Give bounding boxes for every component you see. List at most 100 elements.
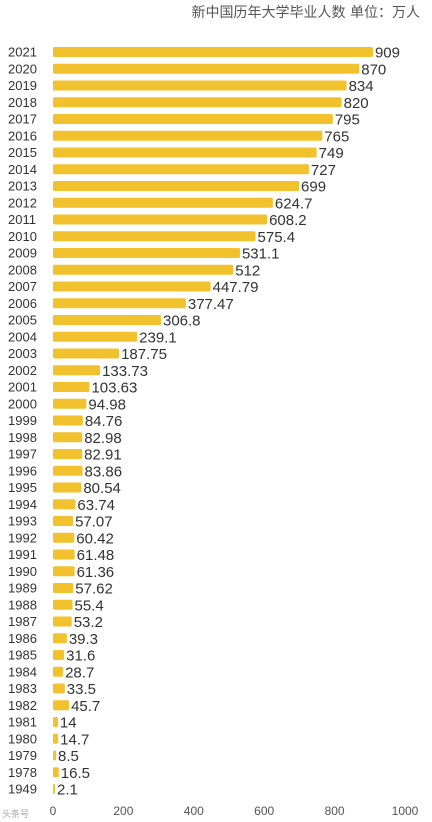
year-label: 2000: [8, 396, 37, 411]
year-label: 2017: [8, 112, 37, 127]
year-label: 1992: [8, 530, 37, 545]
value-label: 575.4: [258, 229, 296, 246]
year-label: 1999: [8, 413, 37, 428]
bar: [53, 47, 373, 57]
value-label: 63.74: [77, 497, 115, 514]
value-label: 608.2: [269, 212, 307, 229]
value-label: 84.76: [85, 413, 123, 430]
bar: [53, 63, 360, 74]
bar: [53, 583, 74, 593]
year-label: 1985: [8, 648, 37, 663]
year-label: 2019: [8, 78, 37, 93]
year-label: 2007: [8, 279, 37, 294]
bar: [53, 147, 317, 158]
value-label: 870: [361, 61, 386, 78]
value-label: 447.79: [213, 279, 259, 296]
value-label: 103.63: [91, 380, 137, 397]
bar: [53, 348, 120, 359]
year-label: 1988: [8, 597, 37, 612]
value-label: 306.8: [163, 313, 201, 330]
year-label: 1989: [8, 581, 37, 596]
bar: [53, 465, 83, 476]
year-label: 1993: [8, 514, 37, 529]
year-label: 2014: [8, 162, 37, 177]
x-tick-label: 600: [254, 804, 274, 818]
value-label: 16.5: [61, 765, 90, 782]
value-label: 57.07: [75, 514, 113, 531]
year-label: 1986: [8, 631, 37, 646]
value-label: 14: [60, 715, 77, 732]
value-label: 820: [344, 95, 369, 112]
year-label: 2020: [8, 61, 37, 76]
bar: [53, 281, 211, 292]
bar: [53, 532, 75, 543]
year-label: 1987: [8, 614, 37, 629]
year-label: 2003: [8, 346, 37, 361]
bar: [53, 315, 161, 325]
value-label: 82.98: [84, 430, 122, 447]
bar: [53, 382, 90, 392]
value-label: 727: [311, 162, 336, 179]
value-label: 531.1: [242, 246, 280, 263]
value-label: 909: [375, 45, 400, 62]
bar: [53, 197, 273, 208]
year-label: 2010: [8, 229, 37, 244]
bar: [53, 331, 138, 342]
year-label: 2018: [8, 95, 37, 110]
value-label: 31.6: [66, 648, 95, 665]
value-label: 239.1: [139, 329, 177, 346]
bar: [53, 717, 58, 727]
value-label: 8.5: [58, 748, 79, 765]
bar: [53, 164, 309, 175]
value-label: 512: [235, 262, 260, 279]
value-label: 377.47: [188, 296, 234, 313]
value-label: 765: [324, 128, 349, 145]
year-label: 1996: [8, 463, 37, 478]
bar: [53, 248, 240, 258]
bar: [53, 616, 72, 627]
bar: [53, 449, 83, 459]
bar: [53, 683, 65, 694]
x-tick-label: 800: [325, 804, 345, 818]
watermark: 头条号: [2, 809, 30, 819]
year-label: 2004: [8, 329, 37, 344]
year-label: 2001: [8, 380, 37, 395]
value-label: 699: [301, 179, 326, 196]
x-tick-label: 400: [184, 804, 204, 818]
bar: [53, 80, 347, 91]
bar: [53, 633, 67, 644]
year-label: 1998: [8, 430, 37, 445]
year-label: 1997: [8, 447, 37, 462]
value-label: 55.4: [75, 597, 104, 614]
value-label: 61.36: [77, 564, 115, 581]
bar: [53, 566, 75, 577]
bar: [53, 482, 82, 493]
year-label: 2021: [8, 45, 37, 60]
year-label: 1978: [8, 765, 37, 780]
value-label: 61.48: [77, 547, 115, 564]
year-label: 2011: [8, 212, 36, 227]
chart-title: 新中国历年大学毕业人数 单位：万人: [191, 5, 420, 21]
year-label: 1949: [8, 782, 37, 797]
year-label: 1982: [8, 698, 37, 713]
value-label: 39.3: [69, 631, 98, 648]
bar: [53, 231, 256, 242]
value-label: 624.7: [275, 195, 313, 212]
year-label: 1981: [8, 715, 37, 730]
bar: [53, 516, 74, 526]
value-label: 795: [335, 112, 360, 129]
x-tick-label: 1000: [392, 804, 419, 818]
bar: [53, 97, 342, 108]
bar: [53, 214, 268, 225]
year-label: 1994: [8, 497, 37, 512]
x-tick-label: 0: [50, 804, 57, 818]
year-label: 2013: [8, 179, 37, 194]
bar: [53, 398, 87, 409]
year-label: 1983: [8, 681, 37, 696]
value-label: 33.5: [67, 681, 96, 698]
bar: [53, 298, 186, 309]
bar: [53, 733, 59, 744]
year-label: 2012: [8, 195, 37, 210]
year-label: 2015: [8, 145, 37, 160]
